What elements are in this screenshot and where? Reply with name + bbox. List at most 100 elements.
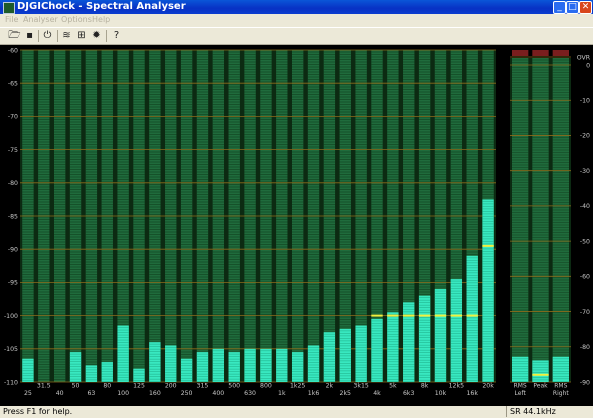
x-tick-label-upper: 63 <box>87 390 95 397</box>
peak-marker <box>371 314 383 317</box>
y-tick-label: -80 <box>8 180 18 187</box>
toolbar: 🗁 ▪ ⏻ ≋ ⊞ ✹ ? <box>0 27 593 45</box>
spectrum-bar <box>339 328 351 382</box>
toolbar-separator <box>57 30 58 42</box>
spectrum-bar <box>434 289 447 382</box>
spectrum-bar <box>355 325 367 382</box>
spectrum-bar <box>291 352 304 382</box>
peak-marker <box>466 314 478 317</box>
toolbar-separator <box>38 30 39 42</box>
x-tick-label-lower: 1k25 <box>290 383 305 390</box>
analyser-panel: -60 -65 -70 -75 -80 -85 -90 -95 -100 -105 -110 25 31… <box>0 45 593 406</box>
x-tick-label-upper: 6k3 <box>403 390 415 397</box>
burst-icon[interactable]: ✹ <box>92 30 101 41</box>
y-tick-label: -105 <box>4 346 18 353</box>
x-tick-label-lower: 315 <box>197 383 209 390</box>
fft-icon[interactable]: ≋ <box>62 30 71 41</box>
x-tick-label-upper: 25 <box>24 390 32 397</box>
spectrum-bar <box>85 365 98 382</box>
spectrum-bar <box>387 312 399 382</box>
x-tick-label-lower: 50 <box>72 383 80 390</box>
x-tick-label-lower: 5k <box>389 383 397 390</box>
help-icon[interactable]: ? <box>113 30 120 41</box>
peak-marker <box>434 314 447 317</box>
y-tick-label: -100 <box>4 313 18 320</box>
x-tick-label-upper: 630 <box>244 390 256 397</box>
app-icon[interactable] <box>3 2 15 14</box>
x-tick-label-lower: 8k <box>421 383 429 390</box>
power-icon[interactable]: ⏻ <box>43 30 52 41</box>
x-tick-label-upper: 1k <box>278 390 286 397</box>
y-tick-label: -60 <box>8 47 18 54</box>
minimize-button[interactable]: _ <box>553 1 566 14</box>
spectrum-bar <box>450 279 463 382</box>
x-tick-label-lower: 125 <box>133 383 145 390</box>
x-tick-label-lower: 31.5 <box>37 383 51 390</box>
spectrum-bar <box>482 199 494 382</box>
menu-bar: File Analyser Options Help <box>0 14 593 26</box>
y-tick-label: -75 <box>8 147 18 154</box>
x-tick-label-lower: 500 <box>228 383 240 390</box>
window-title: DJGIChock - Spectral Analyser <box>17 1 186 12</box>
x-tick-label-upper: 40 <box>56 390 64 397</box>
spectrum-bar <box>260 348 272 382</box>
menu-help[interactable]: Help <box>92 15 111 24</box>
spectrum-bar <box>101 362 113 382</box>
spectrum-bar <box>323 332 336 382</box>
x-tick-label-upper: 2k5 <box>340 390 352 397</box>
x-tick-label-lower: 12k5 <box>449 383 464 390</box>
x-tick-label-lower: 3k15 <box>353 383 368 390</box>
close-button[interactable]: ✕ <box>579 1 592 14</box>
save-icon[interactable]: ▪ <box>26 30 33 41</box>
peak-marker <box>482 244 494 247</box>
peak-marker <box>418 314 431 317</box>
open-folder-icon[interactable]: 🗁 <box>8 30 21 41</box>
toolbar-separator <box>106 30 107 42</box>
x-tick-label-upper: 160 <box>149 390 161 397</box>
spectrum-bar <box>371 318 383 382</box>
spectrum-bar <box>117 325 129 382</box>
x-tick-label-upper: 250 <box>181 390 193 397</box>
x-tick-label-lower: 800 <box>260 383 272 390</box>
peak-marker <box>403 314 415 317</box>
spectrum-bar <box>276 348 288 382</box>
menu-analyser[interactable]: Analyser <box>23 15 58 24</box>
spectrum-bar <box>403 302 415 382</box>
spectrum-bar <box>149 342 161 382</box>
x-tick-label-upper: 100 <box>117 390 129 397</box>
filter-icon[interactable]: ⊞ <box>77 30 86 41</box>
spectrum-bar <box>228 352 240 382</box>
y-tick-label: -85 <box>8 213 18 220</box>
spectrum-bar <box>307 345 320 382</box>
spectrum-bar <box>244 348 256 382</box>
y-tick-label: -90 <box>8 247 18 254</box>
y-tick-label: -70 <box>8 114 18 121</box>
x-tick-label-lower: 2k <box>326 383 334 390</box>
peak-marker <box>450 314 463 317</box>
spectrum-bar <box>22 358 34 382</box>
x-tick-label-upper: 400 <box>212 390 224 397</box>
spectrum-bar <box>69 352 82 382</box>
x-tick-label-lower: 200 <box>165 383 177 390</box>
x-tick-label-lower: 20k <box>482 383 494 390</box>
peak-marker <box>387 314 399 317</box>
title-bar: DJGIChock - Spectral Analyser _ □ ✕ <box>0 0 593 14</box>
menu-file[interactable]: File <box>5 15 19 24</box>
y-tick-label: -65 <box>8 81 18 88</box>
menu-options[interactable]: Options <box>61 15 92 24</box>
spectrum-bar <box>180 358 193 382</box>
x-tick-label-upper: 10k <box>435 390 447 397</box>
x-tick-label-upper: 16k <box>466 390 478 397</box>
spectrum-bar <box>165 345 177 382</box>
spectrum-bar <box>418 295 431 382</box>
spectrum-bar <box>196 352 209 382</box>
spectrum-bar <box>212 348 225 382</box>
spectrum-bar <box>133 368 145 382</box>
x-tick-label-upper: 1k6 <box>308 390 320 397</box>
spectrum-bar <box>466 255 478 382</box>
x-tick-label-lower: 80 <box>103 383 111 390</box>
y-tick-label: -95 <box>8 280 18 287</box>
maximize-button[interactable]: □ <box>566 1 579 14</box>
spectrum-chart: -60 -65 -70 -75 -80 -85 -90 -95 -100 -105 -110 25 31… <box>4 47 591 397</box>
x-tick-label-upper: 4k <box>373 390 381 397</box>
